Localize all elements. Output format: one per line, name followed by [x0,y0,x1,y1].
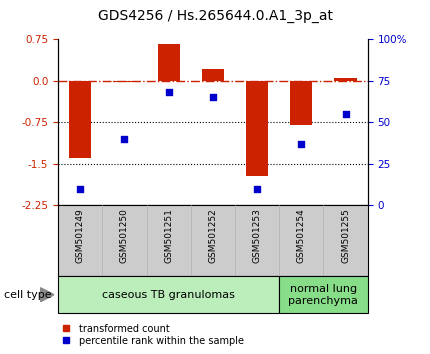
Text: GSM501255: GSM501255 [341,208,350,263]
Bar [290,81,312,125]
Text: GSM501254: GSM501254 [297,208,306,263]
Point [121,136,128,142]
Bar [335,78,356,81]
Text: GSM501252: GSM501252 [209,208,217,263]
Bar [246,81,268,176]
Point [77,186,83,192]
Point [165,89,172,95]
Bar [157,45,180,81]
Point [254,186,261,192]
Point [209,94,216,100]
Bar [114,81,135,82]
Text: GSM501253: GSM501253 [252,208,261,263]
Text: GSM501251: GSM501251 [164,208,173,263]
Point [342,111,349,117]
Bar [279,276,368,313]
Polygon shape [40,288,54,302]
Text: cell type: cell type [4,290,52,300]
Bar [202,69,224,81]
Text: caseous TB granulomas: caseous TB granulomas [102,290,235,300]
Point [298,141,305,147]
Text: GSM501250: GSM501250 [120,208,129,263]
Text: GSM501249: GSM501249 [76,208,85,263]
Text: normal lung
parenchyma: normal lung parenchyma [289,284,358,306]
Bar [69,81,91,158]
Legend: transformed count, percentile rank within the sample: transformed count, percentile rank withi… [56,324,244,346]
Text: GDS4256 / Hs.265644.0.A1_3p_at: GDS4256 / Hs.265644.0.A1_3p_at [98,9,332,23]
Bar [58,276,279,313]
